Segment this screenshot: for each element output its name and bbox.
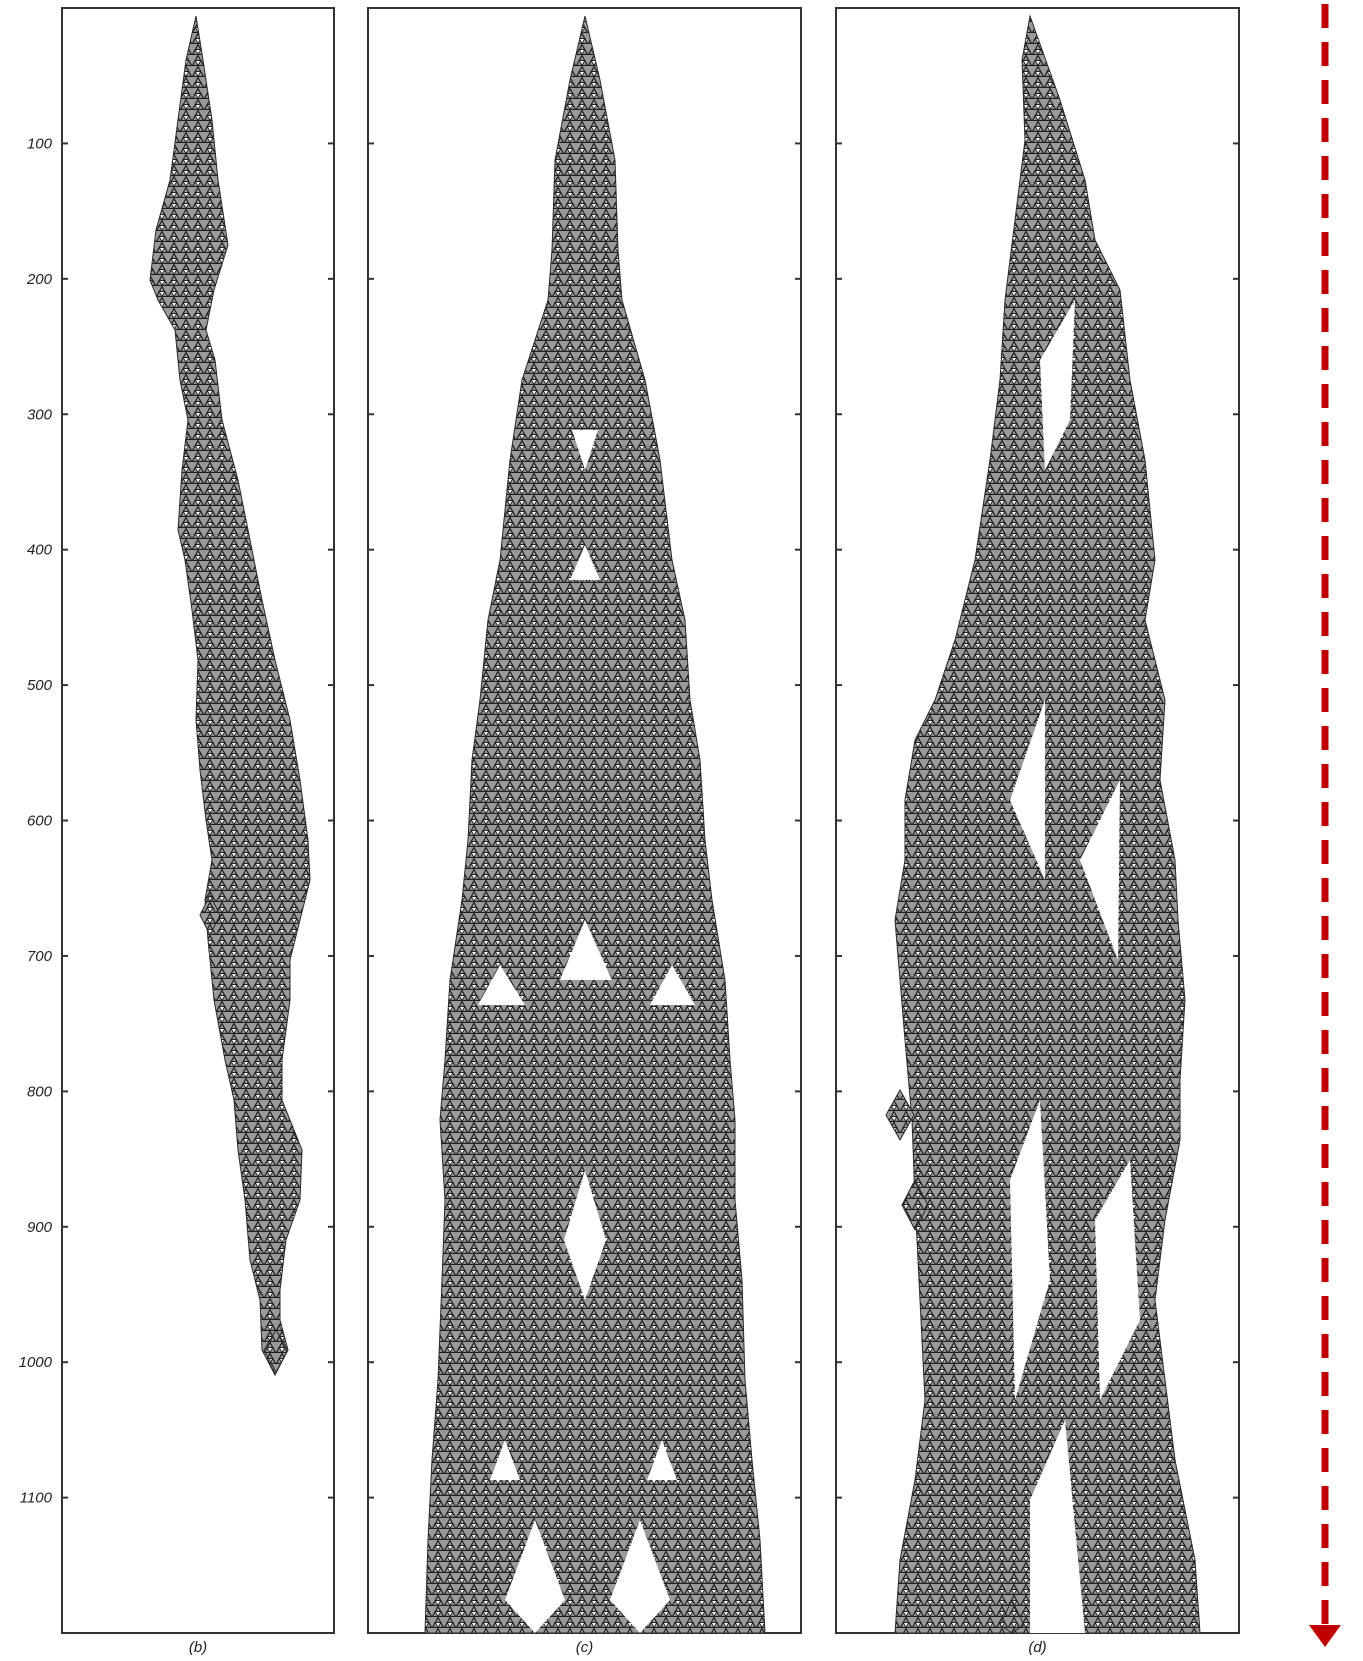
tick-label-1100: 1100 [20, 1490, 53, 1507]
panel-c [367, 7, 802, 1634]
panel-b-pattern [149, 15, 311, 1377]
tick-label-700: 700 [27, 948, 53, 965]
panel-c-pattern [424, 15, 766, 1633]
tick-label-500: 500 [27, 677, 53, 694]
tick-label-600: 600 [27, 813, 53, 830]
tick-label-200: 200 [26, 271, 53, 288]
panel-label-c: (c) [576, 1639, 594, 1656]
panel-labels: (b) (c) (d) [189, 1639, 1047, 1656]
tick-label-1000: 1000 [19, 1354, 53, 1371]
panel-b [61, 7, 335, 1634]
tick-label-800: 800 [27, 1083, 53, 1100]
y-axis-ticks: 100 200 300 400 500 600 700 800 900 1000 1100 [19, 135, 1239, 1507]
tick-label-300: 300 [27, 406, 53, 423]
tick-label-900: 900 [27, 1219, 53, 1236]
panel-label-d: (d) [1028, 1639, 1046, 1656]
tick-label-100: 100 [27, 135, 53, 152]
panel-d [835, 7, 1240, 1634]
tick-label-400: 400 [27, 542, 53, 559]
panel-d-pattern [885, 14, 1201, 1633]
panel-label-b: (b) [189, 1639, 207, 1656]
dashed-arrow-down-icon [1309, 4, 1341, 1647]
